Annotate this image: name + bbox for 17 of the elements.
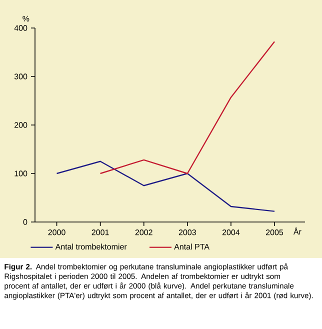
- x-tick-label: 2005: [266, 230, 284, 236]
- line-series: [100, 40, 276, 174]
- x-tick-label: 2004: [222, 230, 240, 236]
- y-tick-label: 400: [14, 25, 28, 31]
- x-tick-label: 2000: [48, 230, 66, 236]
- legend-label: Antal trombektomier: [55, 244, 127, 250]
- y-tick-label: 300: [14, 74, 28, 80]
- legend-label: Antal PTA: [174, 244, 210, 250]
- x-tick-label: 2001: [92, 230, 109, 236]
- x-tick-label: 2002: [135, 230, 152, 236]
- line-series: [56, 160, 276, 212]
- y-axis-title: %: [22, 16, 30, 22]
- y-tick-label: 100: [14, 170, 28, 176]
- y-tick-label: 0: [23, 219, 28, 225]
- x-tick-label: 2003: [178, 230, 196, 236]
- y-tick-label: 200: [14, 122, 28, 128]
- x-axis-title: År: [293, 228, 302, 235]
